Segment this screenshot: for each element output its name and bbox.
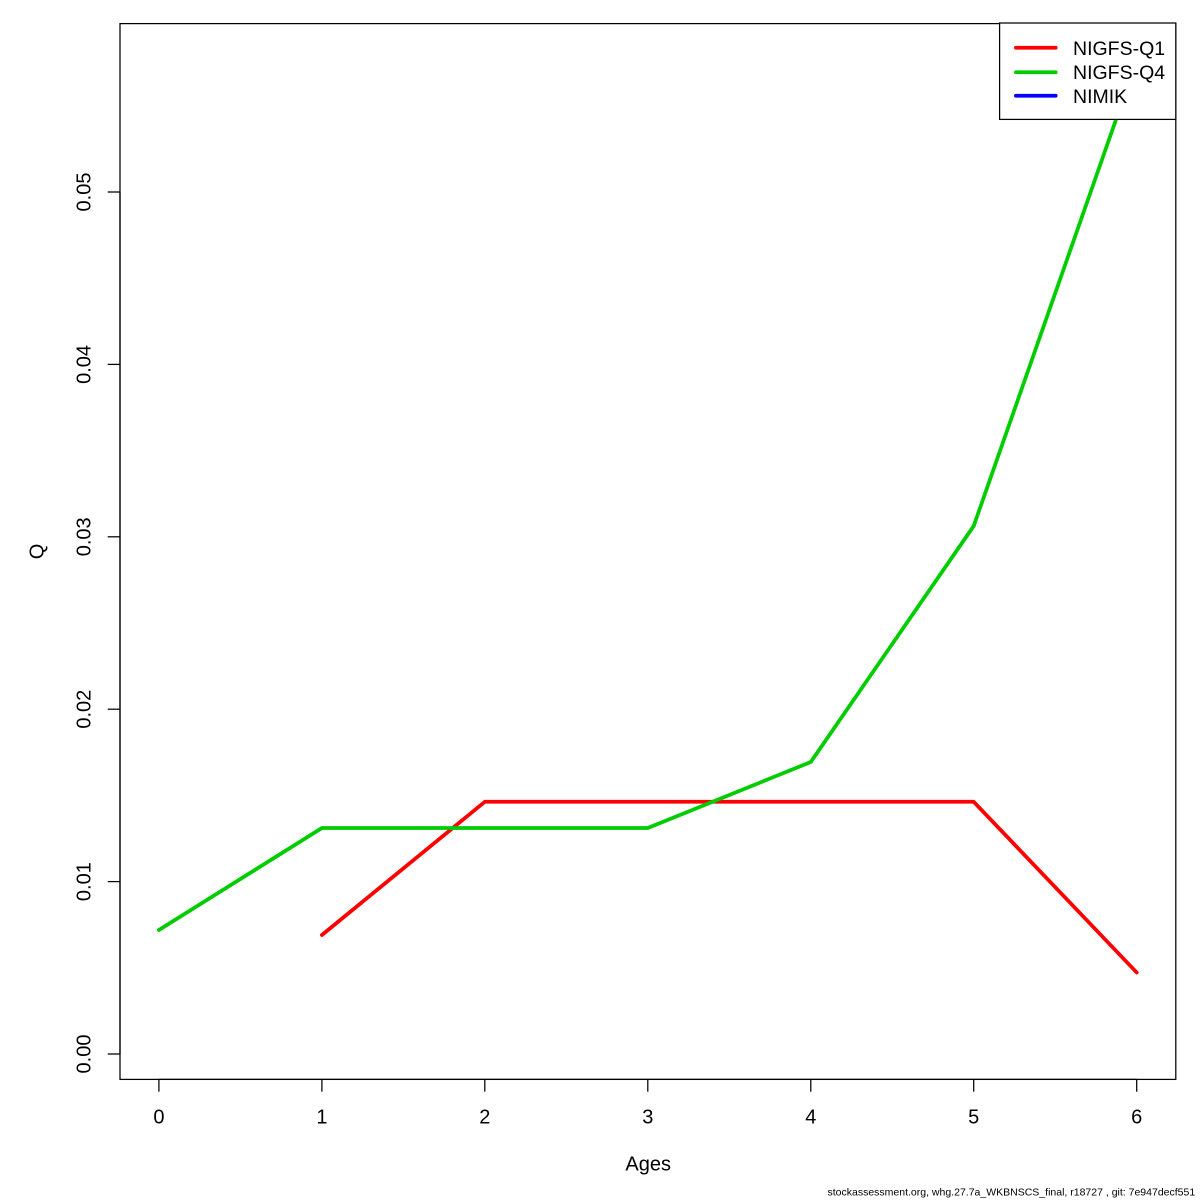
svg-text:NIGFS-Q4: NIGFS-Q4 <box>1073 62 1165 84</box>
svg-text:stockassessment.org, whg.27.7a: stockassessment.org, whg.27.7a_WKBNSCS_f… <box>827 1186 1195 1198</box>
svg-text:1: 1 <box>316 1106 327 1128</box>
svg-text:Ages: Ages <box>625 1154 671 1176</box>
svg-text:3: 3 <box>642 1106 653 1128</box>
svg-text:5: 5 <box>968 1106 979 1128</box>
svg-text:2: 2 <box>479 1106 490 1128</box>
svg-text:0.04: 0.04 <box>74 345 96 384</box>
svg-text:0.05: 0.05 <box>74 173 96 212</box>
svg-text:0: 0 <box>153 1106 164 1128</box>
svg-text:0.01: 0.01 <box>74 862 96 901</box>
svg-text:NIGFS-Q1: NIGFS-Q1 <box>1073 38 1165 60</box>
svg-text:0.03: 0.03 <box>74 517 96 556</box>
svg-text:0.00: 0.00 <box>74 1035 96 1074</box>
svg-text:NIMIK: NIMIK <box>1073 86 1127 108</box>
svg-text:Q: Q <box>26 544 48 560</box>
svg-text:6: 6 <box>1131 1106 1142 1128</box>
svg-text:4: 4 <box>805 1106 816 1128</box>
svg-text:0.02: 0.02 <box>74 690 96 729</box>
